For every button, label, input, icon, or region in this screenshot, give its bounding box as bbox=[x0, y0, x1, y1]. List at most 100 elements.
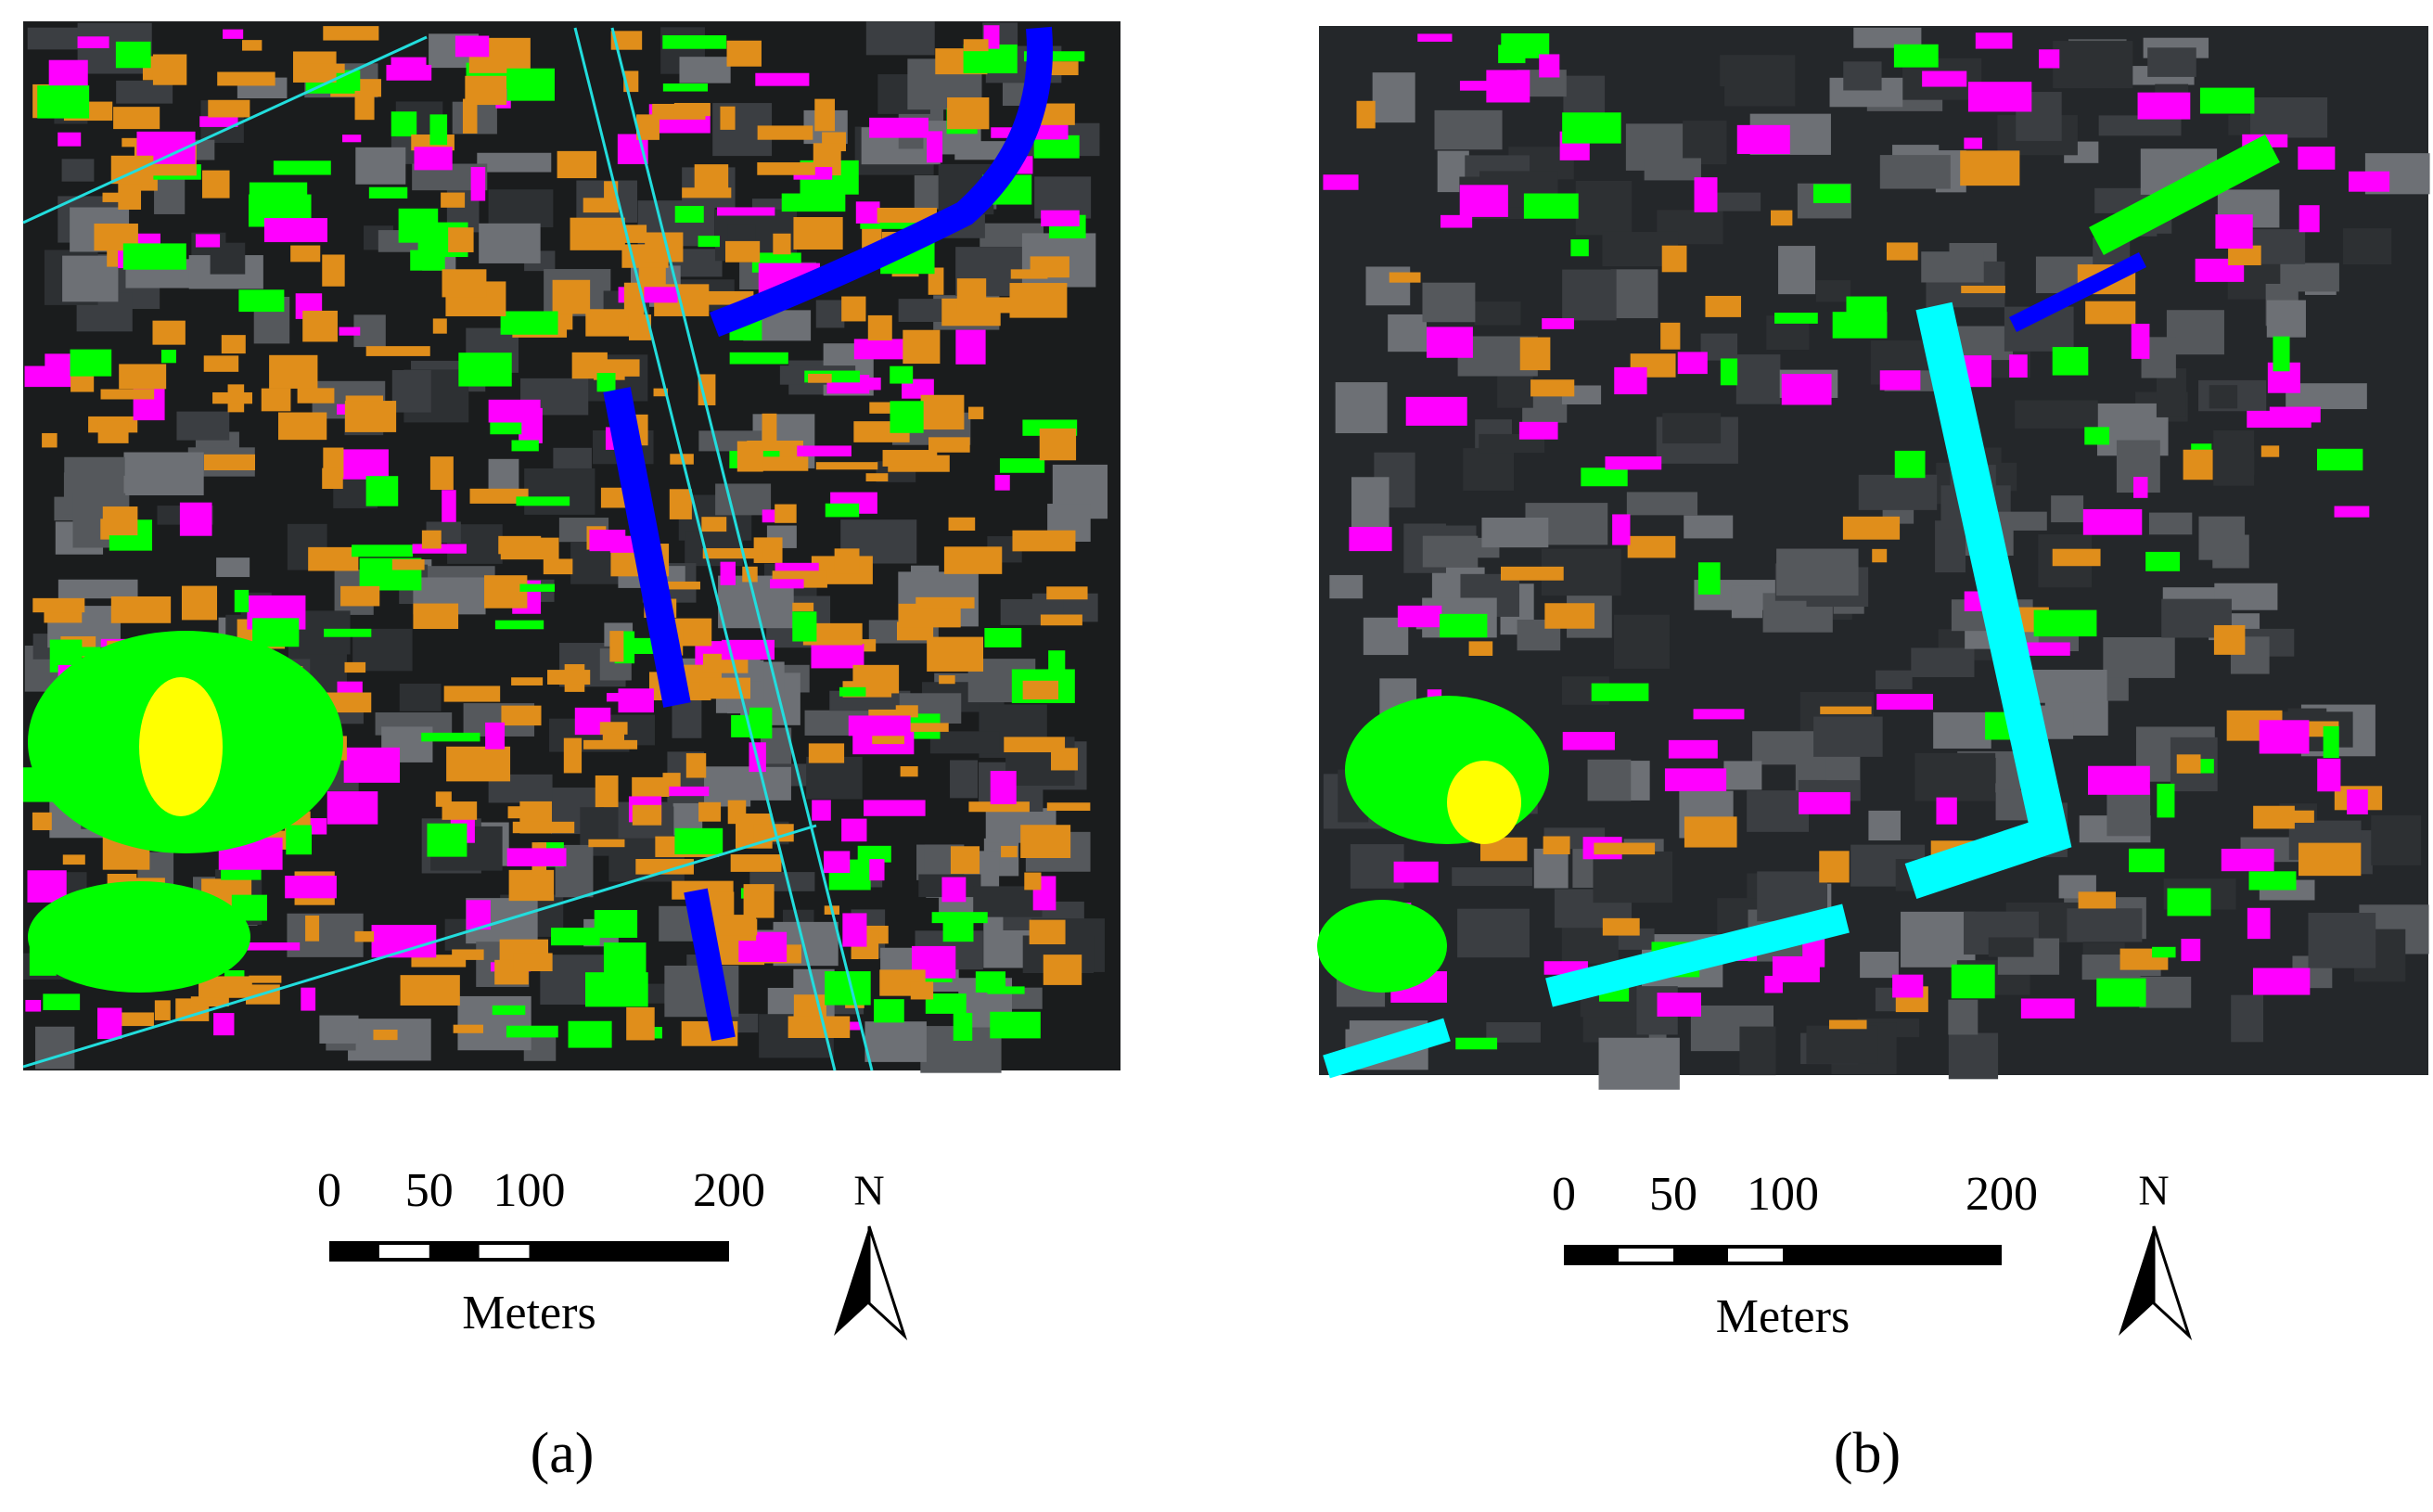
class-patch bbox=[925, 993, 967, 1014]
building bbox=[2231, 994, 2264, 1043]
class-patch bbox=[857, 845, 891, 863]
class-patch bbox=[947, 97, 990, 130]
class-patch bbox=[1039, 428, 1077, 461]
class-patch bbox=[354, 930, 375, 942]
class-patch bbox=[2248, 871, 2297, 891]
class-patch bbox=[2291, 810, 2314, 823]
class-patch bbox=[1612, 514, 1631, 545]
class-patch bbox=[698, 236, 720, 248]
scale-tick-label: 200 bbox=[1966, 1168, 2038, 1221]
class-patch bbox=[2084, 427, 2110, 445]
building bbox=[929, 731, 1000, 754]
class-patch bbox=[808, 373, 832, 383]
class-patch bbox=[1602, 917, 1640, 936]
class-patch bbox=[2087, 765, 2150, 795]
building bbox=[27, 27, 79, 50]
class-patch bbox=[516, 496, 570, 506]
building bbox=[1372, 72, 1415, 123]
scale-unit: Meters bbox=[462, 1287, 595, 1339]
class-patch bbox=[32, 597, 85, 613]
class-patch bbox=[2157, 783, 2175, 818]
class-patch bbox=[1967, 82, 2032, 112]
class-patch bbox=[500, 311, 558, 335]
class-patch bbox=[1009, 283, 1068, 318]
building bbox=[2103, 636, 2175, 678]
class-patch bbox=[1661, 245, 1687, 273]
class-patch bbox=[632, 776, 670, 798]
class-patch bbox=[469, 488, 529, 504]
building bbox=[1422, 282, 1476, 323]
class-patch bbox=[179, 502, 212, 536]
class-patch bbox=[698, 801, 722, 822]
class-patch bbox=[1030, 256, 1069, 278]
class-patch bbox=[874, 999, 904, 1023]
class-patch bbox=[890, 401, 924, 433]
class-patch bbox=[1389, 272, 1421, 283]
class-patch bbox=[421, 732, 480, 742]
class-patch bbox=[963, 39, 989, 52]
class-patch bbox=[301, 987, 316, 1011]
class-patch bbox=[842, 913, 867, 947]
building bbox=[58, 579, 138, 599]
class-patch bbox=[342, 449, 389, 480]
class-patch bbox=[1562, 112, 1621, 144]
class-patch bbox=[429, 114, 448, 146]
class-patch bbox=[1764, 976, 1783, 993]
class-patch bbox=[701, 517, 727, 532]
building bbox=[287, 913, 364, 957]
class-patch bbox=[2152, 946, 2176, 958]
class-patch bbox=[2167, 888, 2211, 916]
scale-tick-label: 0 bbox=[1552, 1168, 1576, 1221]
class-patch bbox=[1349, 527, 1392, 552]
scale-tick-label: 100 bbox=[493, 1164, 566, 1217]
class-patch bbox=[867, 314, 892, 340]
north-label: N bbox=[853, 1167, 884, 1214]
building bbox=[1575, 180, 1633, 236]
class-patch bbox=[506, 1025, 558, 1038]
class-patch bbox=[1417, 33, 1453, 42]
class-patch bbox=[277, 412, 327, 441]
class-patch bbox=[62, 854, 85, 865]
class-patch bbox=[365, 476, 399, 506]
class-patch bbox=[584, 972, 648, 1007]
canal bbox=[603, 387, 691, 708]
class-patch bbox=[2078, 891, 2117, 909]
class-patch bbox=[97, 420, 129, 443]
class-patch bbox=[551, 928, 600, 946]
building bbox=[2266, 300, 2306, 338]
class-patch bbox=[1614, 366, 1647, 395]
class-patch bbox=[212, 391, 253, 404]
class-patch bbox=[443, 686, 501, 702]
class-patch bbox=[864, 800, 926, 816]
class-patch bbox=[757, 125, 813, 140]
class-patch bbox=[368, 186, 408, 199]
building bbox=[806, 756, 863, 800]
class-patch bbox=[583, 739, 638, 750]
class-patch bbox=[841, 818, 867, 842]
class-patch bbox=[113, 107, 160, 130]
scale-bar: 0 50 100 200 Meters bbox=[317, 1164, 765, 1339]
class-patch bbox=[543, 558, 573, 575]
class-patch bbox=[2033, 609, 2097, 637]
class-patch bbox=[2298, 147, 2336, 170]
class-patch bbox=[1500, 566, 1564, 581]
class-patch bbox=[32, 812, 52, 830]
class-patch bbox=[743, 884, 775, 918]
building bbox=[1683, 121, 1727, 165]
class-patch bbox=[1961, 286, 2005, 294]
class-patch bbox=[2096, 978, 2146, 1007]
class-patch bbox=[635, 859, 694, 875]
class-patch bbox=[1001, 845, 1018, 858]
class-patch bbox=[1960, 150, 2020, 186]
class-patch bbox=[596, 373, 616, 392]
class-patch bbox=[927, 131, 943, 163]
class-patch bbox=[848, 715, 911, 737]
building bbox=[2026, 669, 2107, 703]
class-patch bbox=[343, 747, 401, 783]
class-patch bbox=[2349, 171, 2390, 192]
building bbox=[2139, 976, 2192, 1008]
class-patch bbox=[465, 75, 507, 106]
class-patch bbox=[410, 250, 445, 271]
class-patch bbox=[895, 705, 918, 718]
